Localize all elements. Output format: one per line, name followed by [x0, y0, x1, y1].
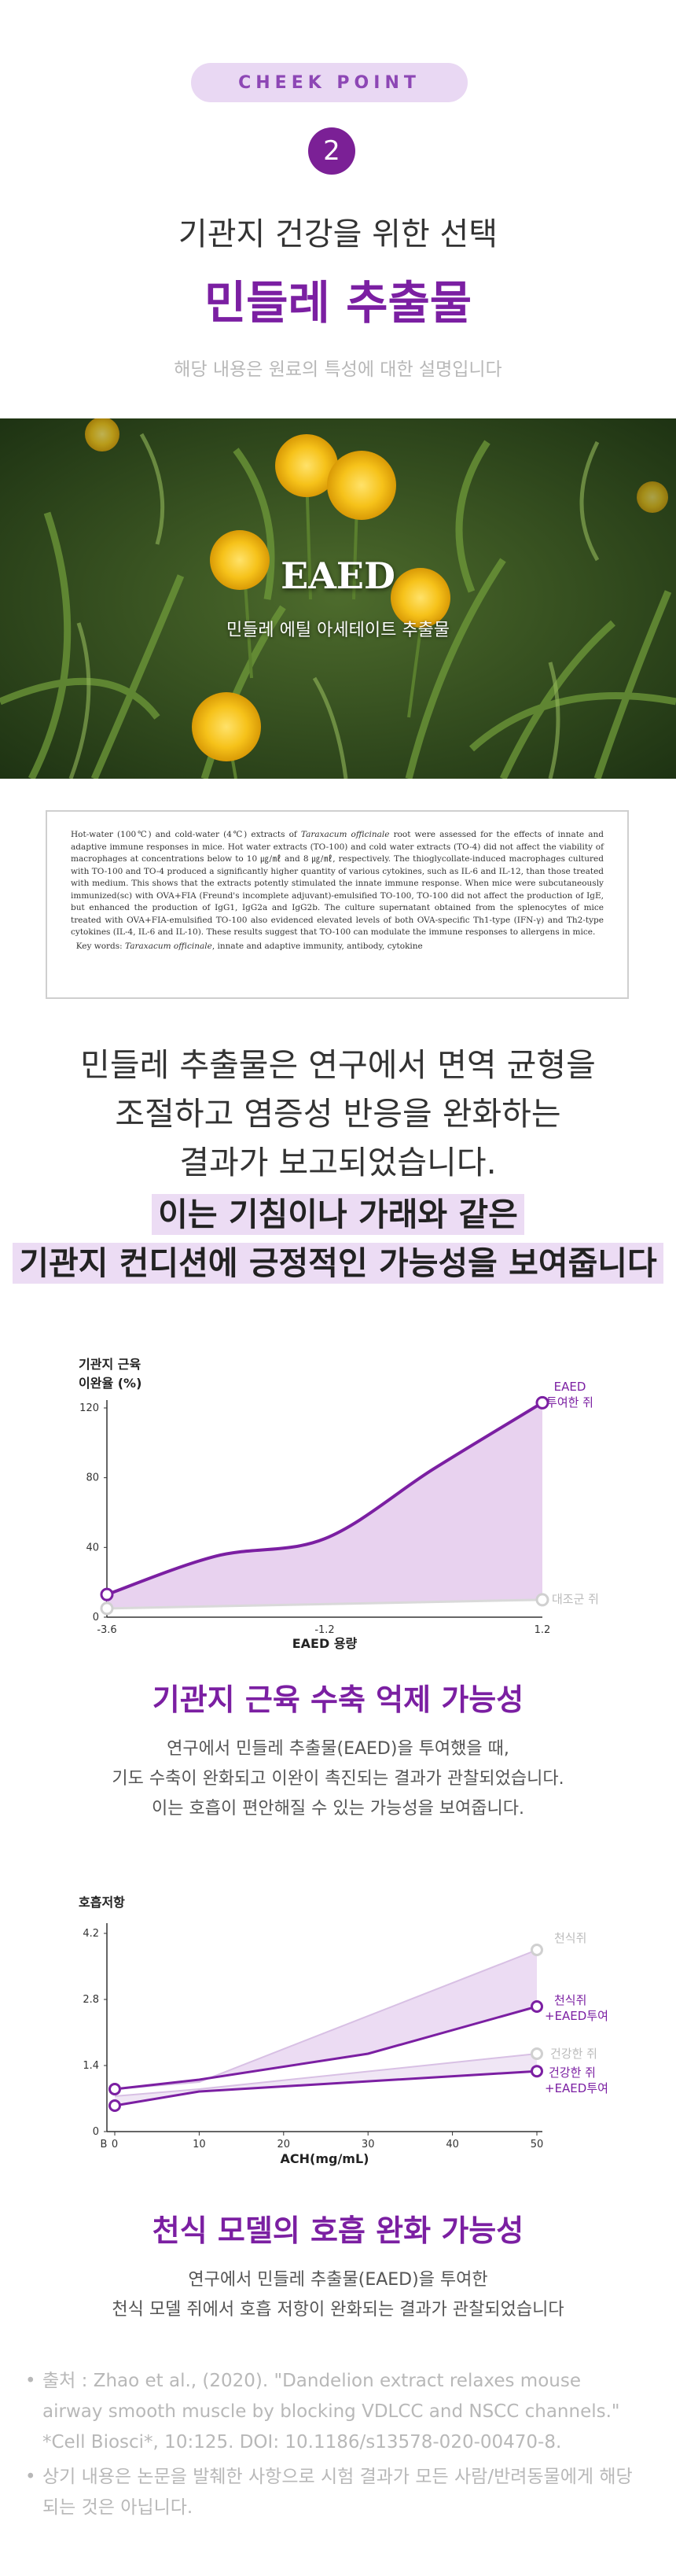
chart1-legend-eaed-2: 투여한 쥐	[546, 1395, 593, 1410]
chart2-healthy-eaed-line	[114, 2069, 538, 2107]
chart2-point-5	[108, 2099, 121, 2112]
chart2-ytick-0: 0	[93, 2126, 99, 2138]
lead-line-2: 조절하고 염증성 반응을 완화하는	[115, 1095, 561, 1133]
abstract-keywords: Key words: Taraxacum officinale, innate …	[75, 941, 423, 951]
chart2-xtick-0: 0	[112, 2139, 118, 2150]
chart2-ylabel: 호흡저항	[79, 1895, 125, 1910]
highlight-line-2: 기관지 컨디션에 긍정적인 가능성을 보여줍니다	[0, 1236, 676, 1284]
chart2-legend-healthy-eaed-1: 건강한 쥐	[549, 2066, 596, 2080]
chart2-xtick-10: 10	[193, 2139, 206, 2150]
chart2-point-4	[531, 2000, 543, 2013]
point-number-badge: 2	[308, 127, 355, 175]
section2-body: 연구에서 민들레 추출물(EAED)을 투여한 천식 모델 쥐에서 호흡 저항이…	[112, 2270, 564, 2320]
chart1-xlabel: EAED 용량	[292, 1636, 358, 1651]
section-title: 민들레 추출물	[204, 276, 472, 330]
chart2-legend-asthma: 천식쥐	[554, 1931, 586, 1945]
chart1-control-point-0	[100, 1601, 114, 1616]
chart1-ytick-40: 40	[86, 1542, 99, 1553]
chart2-ytick-1.4: 1.4	[83, 2060, 99, 2072]
chart2-point-6	[531, 2065, 543, 2078]
chart2-point-3	[108, 2083, 121, 2095]
chart2-ytick-2.8: 2.8	[83, 1994, 99, 2006]
chart2-point-1	[531, 1944, 543, 1956]
chart1-eaed-point-1	[535, 1395, 549, 1410]
cheek-point-badge: CHEEK POINT	[191, 63, 468, 102]
chart2-legend-healthy: 건강한 쥐	[550, 2047, 597, 2061]
photo-caption: 민들레 에틸 아세테이트 추출물	[226, 621, 450, 640]
source-citation: • 출처 : Zhao et al., (2020). "Dandelion e…	[25, 2371, 620, 2453]
chart2-xlabel: ACH(mg/mL)	[281, 2151, 369, 2166]
chart1-ylabel-2: 이완율 (%)	[79, 1376, 141, 1391]
chart2-xtick-50: 50	[531, 2139, 544, 2150]
section1-body: 연구에서 민들레 추출물(EAED)을 투여했을 때, 기도 수축이 완화되고 …	[112, 1739, 564, 1819]
disclaimer-note: 해당 내용은 원료의 특성에 대한 설명입니다	[174, 359, 502, 380]
chart2-xtick-40: 40	[446, 2139, 459, 2150]
section2-title: 천식 모델의 호흡 완화 가능성	[152, 2213, 524, 2248]
chart2-legend-asthma-eaed-2: +EAED투여	[545, 2009, 608, 2023]
lead-line-3: 결과가 보고되었습니다.	[179, 1144, 497, 1181]
chart1-xtick--3.6: -3.6	[97, 1624, 116, 1636]
chart1-control-line	[106, 1598, 543, 1610]
chart2-xtick-30: 30	[362, 2139, 375, 2150]
paper-abstract: Hot-water (100℃) and cold-water (4℃) ext…	[46, 810, 629, 999]
chart2-xtick-B: B	[101, 2139, 108, 2150]
chart1-xtick--1.2: -1.2	[314, 1624, 334, 1636]
chart1-control-point-1	[535, 1593, 549, 1607]
chart1-ytick-0: 0	[93, 1612, 99, 1623]
section-subtitle: 기관지 건강을 위한 선택	[178, 216, 498, 252]
chart2-healthy-line	[114, 2053, 538, 2097]
chart2-legend-healthy-eaed-2: +EAED투여	[545, 2081, 608, 2095]
lead-line-1: 민들레 추출물은 연구에서 면역 균형을	[80, 1046, 596, 1084]
section1-title: 기관지 근육 수축 억제 가능성	[152, 1682, 524, 1717]
highlight-line-1: 이는 기침이나 가래와 같은	[0, 1188, 676, 1235]
chart-airway-resistance-svg: 호흡저항 4.2 2.8 1.4 0 B 0 10 20 30 40 50 천식쥐 천식쥐 +EA…	[79, 1895, 608, 2166]
chart1-xtick-1.2: 1.2	[535, 1624, 551, 1636]
dandelion-illustration	[0, 418, 676, 779]
chart2-asthma-eaed-line	[114, 2005, 538, 2091]
source-disclaimer: • 상기 내용은 논문을 발췌한 사항으로 시험 결과가 모든 사람/반려동물에…	[25, 2467, 633, 2519]
chart1-area	[107, 1402, 542, 1609]
chart1-legend-control: 대조군 쥐	[552, 1592, 599, 1606]
chart1-legend-eaed-1: EAED	[554, 1380, 586, 1394]
chart1-ylabel-1: 기관지 근육	[79, 1357, 141, 1372]
chart2-asthma-band	[115, 1950, 537, 2089]
chart1-ytick-80: 80	[86, 1472, 99, 1484]
chart2-xtick-20: 20	[277, 2139, 291, 2150]
chart2-ytick-4.2: 4.2	[83, 1928, 99, 1940]
chart-airway-resistance: 호흡저항 4.2 2.8 1.4 0 B 0 10 20 30 40 50 천식쥐 천식쥐 +EA…	[0, 1888, 676, 2202]
dandelion-photo	[0, 418, 676, 779]
chart2-healthy-band	[115, 2054, 537, 2106]
chart1-eaed-point-0	[100, 1587, 114, 1601]
chart-muscle-relaxation-svg: 기관지 근육 이완율 (%) 120 80 40 0 -3.6 -1.2 1.2 EAED…	[79, 1357, 599, 1651]
chart2-legend-asthma-eaed-1: 천식쥐	[554, 1993, 586, 2007]
chart1-ytick-120: 120	[79, 1402, 99, 1414]
chart-muscle-relaxation: 기관지 근육 이완율 (%) 120 80 40 0 -3.6 -1.2 1.2 EAED…	[0, 1353, 676, 1668]
chart1-eaed-line	[106, 1401, 544, 1597]
photo-label: EAED	[281, 555, 395, 597]
chart2-point-2	[531, 2047, 543, 2060]
abstract-text: Hot-water (100℃) and cold-water (4℃) ext…	[71, 830, 604, 938]
